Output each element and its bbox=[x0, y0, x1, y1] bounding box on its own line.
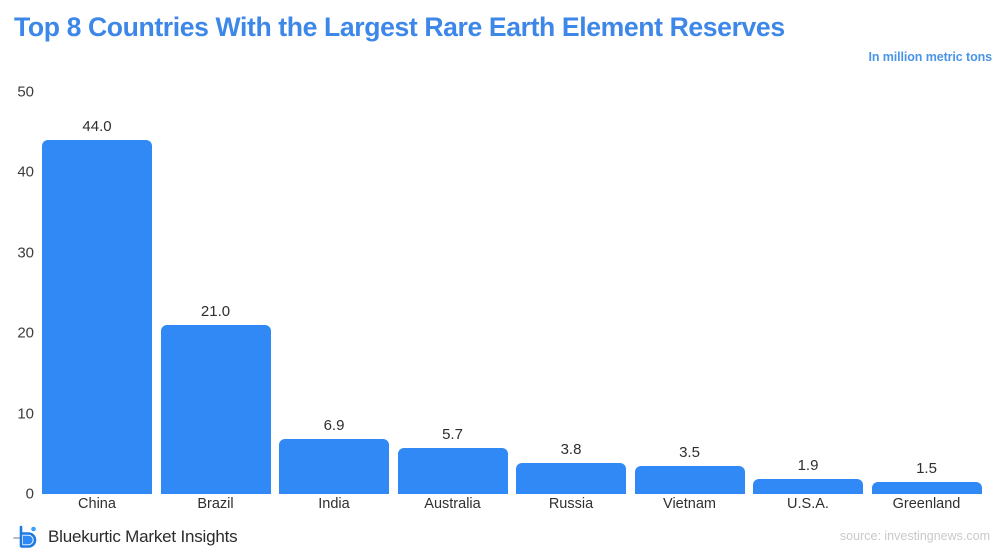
bar-group[interactable]: 21.0 Brazil bbox=[160, 78, 271, 512]
bar-value-label: 3.5 bbox=[679, 443, 700, 461]
bar-group[interactable]: 3.8 Russia bbox=[516, 78, 626, 512]
x-axis-category-label: U.S.A. bbox=[787, 496, 829, 512]
bar-group[interactable]: 6.9 India bbox=[279, 78, 389, 512]
bar[interactable] bbox=[279, 438, 389, 494]
footer: Bluekurtic Market Insights source: inves… bbox=[0, 515, 1000, 559]
bar-value-label: 1.5 bbox=[916, 459, 937, 477]
bar-series: 44.0 China 21.0 Brazil 6.9 India 5.7 Australia 3… bbox=[40, 78, 988, 512]
bar-value-label: 6.9 bbox=[323, 416, 345, 434]
y-axis-tick: 0 bbox=[25, 485, 34, 503]
bar-group[interactable]: 5.7 Australia bbox=[397, 78, 508, 512]
page-title: Top 8 Countries With the Largest Rare Ea… bbox=[14, 12, 785, 42]
bar[interactable] bbox=[634, 465, 745, 494]
y-axis-tick: 30 bbox=[17, 244, 34, 262]
bar[interactable] bbox=[871, 481, 982, 494]
source-label: source: investingnews.com bbox=[839, 529, 990, 543]
bar[interactable] bbox=[753, 478, 863, 494]
x-axis-category-label: Russia bbox=[548, 496, 594, 512]
bar[interactable] bbox=[516, 463, 626, 494]
bluekurtic-b-logo-icon bbox=[12, 524, 42, 550]
brand: Bluekurtic Market Insights bbox=[12, 524, 238, 550]
brand-name: Bluekurtic Market Insights bbox=[48, 527, 238, 546]
y-axis-tick: 10 bbox=[17, 405, 34, 423]
bar[interactable] bbox=[160, 325, 271, 494]
y-axis-tick: 50 bbox=[17, 83, 34, 101]
bar[interactable] bbox=[42, 140, 152, 494]
bar-group[interactable]: 1.9 U.S.A. bbox=[753, 78, 863, 512]
chart-subtitle: In million metric tons bbox=[868, 50, 992, 64]
y-axis-tick: 20 bbox=[17, 324, 34, 342]
x-axis-category-label: India bbox=[318, 496, 350, 512]
bar-group[interactable]: 44.0 China bbox=[42, 78, 152, 512]
x-axis-category-label: Greenland bbox=[892, 496, 961, 512]
bar-value-label: 21.0 bbox=[200, 303, 231, 321]
bar-value-label: 1.9 bbox=[797, 456, 819, 474]
bar-group[interactable]: 3.5 Vietnam bbox=[634, 78, 745, 512]
x-axis-category-label: Brazil bbox=[197, 496, 234, 512]
plot-area: 0 10 20 30 40 50 44.0 China 21.0 Brazil 6.9 India 5… bbox=[0, 78, 1000, 512]
bar-value-label: 3.8 bbox=[560, 441, 582, 459]
bar-group[interactable]: 1.5 Greenland bbox=[871, 78, 982, 512]
bar-value-label: 44.0 bbox=[82, 118, 112, 136]
y-axis-tick: 40 bbox=[17, 163, 34, 181]
y-axis: 0 10 20 30 40 50 bbox=[0, 78, 40, 503]
x-axis-category-label: Vietnam bbox=[663, 496, 716, 512]
x-axis-category-label: Australia bbox=[424, 496, 481, 512]
bar[interactable] bbox=[397, 448, 508, 494]
bar-value-label: 5.7 bbox=[442, 426, 463, 444]
x-axis-category-label: China bbox=[78, 496, 116, 512]
